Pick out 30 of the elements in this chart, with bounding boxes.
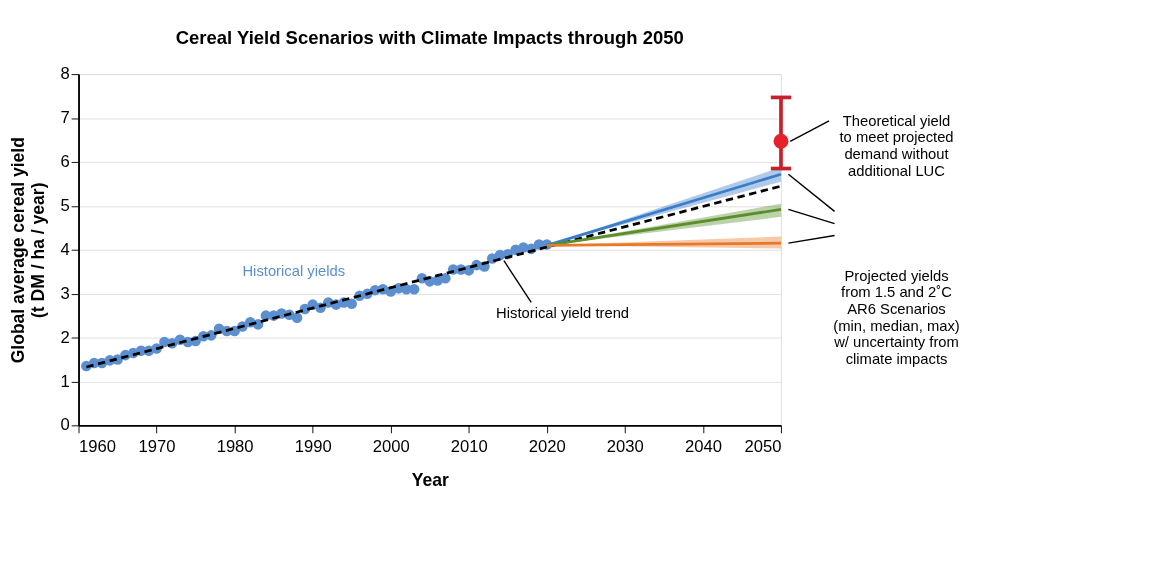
x-tick-label: 2000 (372, 436, 410, 456)
chart-title: Cereal Yield Scenarios with Climate Impacts through 2050 (175, 26, 684, 48)
text: Historical yield trend (496, 305, 630, 322)
y-tick-label: 0 (60, 415, 70, 435)
point (440, 273, 451, 284)
point (346, 298, 357, 310)
point (773, 133, 789, 149)
x-tick-label: 2030 (606, 436, 644, 456)
x-tick-label: 1990 (294, 436, 332, 456)
y-tick-label: 1 (60, 371, 70, 391)
y-axis-title: Global average cereal yield (t DM / ha / year) (8, 137, 48, 364)
x-tick-label: 1980 (216, 436, 254, 456)
text: Theoretical yield to meet projected demand without additional LUC (839, 112, 954, 179)
y-tick-label: 4 (60, 239, 70, 259)
x-tick-label: 2010 (450, 436, 488, 456)
series-label: Historical yields (242, 263, 346, 280)
x-tick-label: 1960 (79, 436, 117, 456)
text: Projected yields from 1.5 and 2˚C AR6 Scenarios (min, median, max) w/ uncertainty from climate impacts (833, 267, 960, 367)
y-tick-label: 2 (60, 327, 70, 347)
x-tick-label: 2040 (684, 436, 722, 456)
x-tick-label: 1970 (138, 436, 176, 456)
x-tick-label: 2050 (744, 436, 782, 456)
x-tick-label: 2020 (528, 436, 566, 456)
x-axis-title: Year (411, 469, 449, 490)
y-tick-label: 5 (60, 195, 70, 215)
y-tick-label: 7 (60, 108, 70, 128)
y-tick-label: 3 (60, 283, 70, 303)
y-tick-label: 6 (60, 152, 70, 172)
y-tick-label: 8 (60, 64, 70, 84)
point (291, 312, 303, 324)
